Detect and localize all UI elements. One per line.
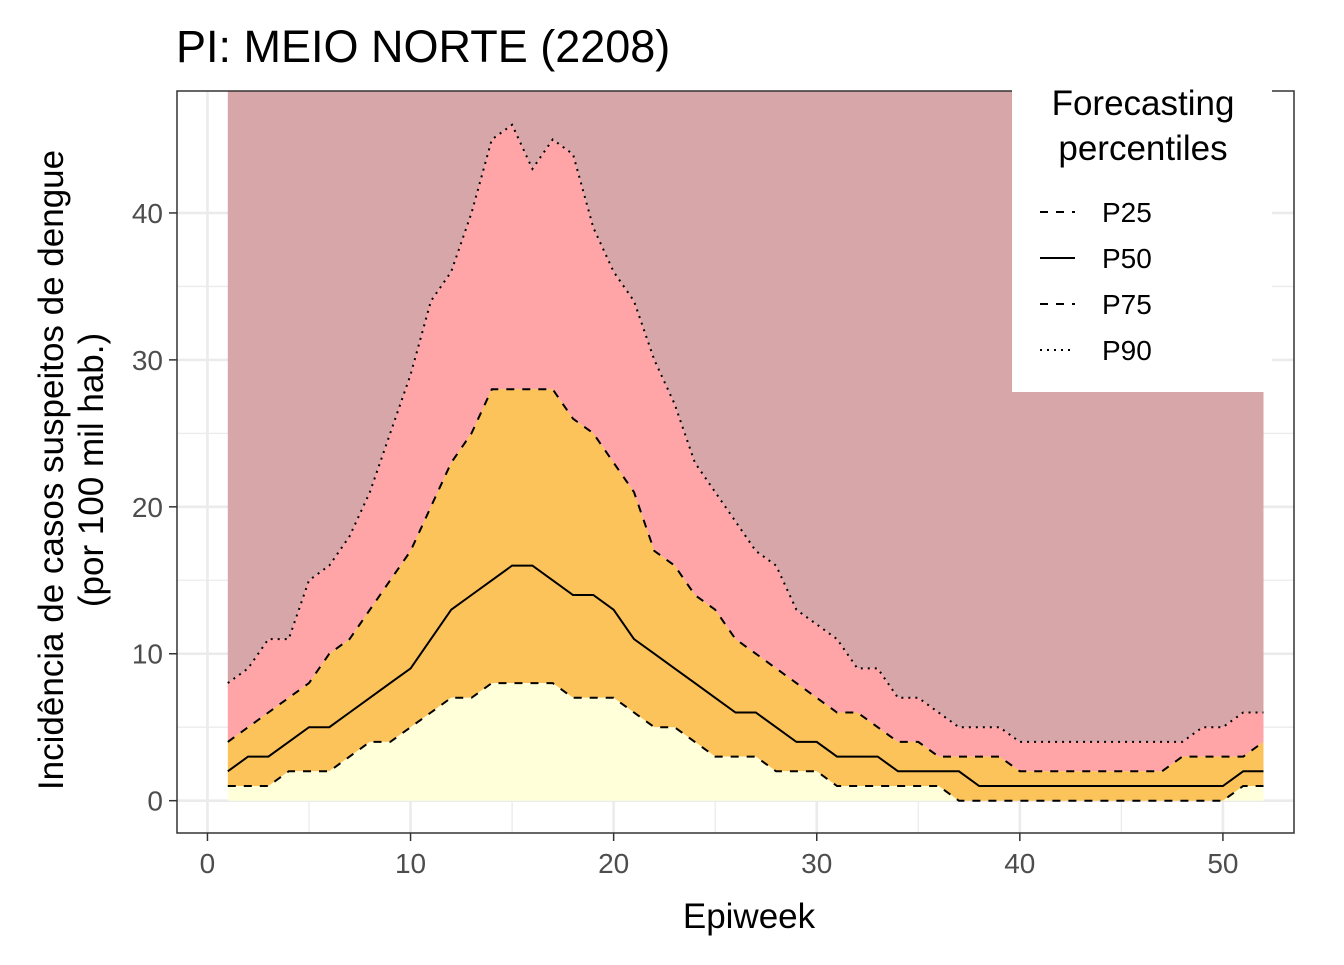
line-p50: [227, 564, 1264, 787]
y-tick-label: 10: [132, 639, 163, 670]
chart-title: PI: MEIO NORTE (2208): [176, 21, 670, 72]
y-tick-label: 0: [147, 786, 163, 817]
x-axis: 0 10 20 30 40 50: [200, 833, 1238, 879]
legend: Forecasting percentiles P25 P50 P75 P90: [1012, 81, 1272, 392]
x-tick-label: 10: [395, 848, 426, 879]
line-p75: [227, 388, 1265, 773]
x-tick-label: 30: [801, 848, 832, 879]
percentile-lines: [227, 123, 1265, 802]
panel-border: [176, 90, 1295, 834]
y-tick-label: 20: [132, 492, 163, 523]
legend-label-p50: P50: [1102, 243, 1152, 274]
legend-label-p25: P25: [1102, 197, 1152, 228]
line-p90: [227, 123, 1264, 743]
band-p75-p90: [227, 124, 1264, 772]
legend-label-p90: P90: [1102, 335, 1152, 366]
y-axis-label-line1: Incidência de casos suspeitos de dengue: [32, 150, 71, 790]
x-axis-label: Epiweek: [683, 897, 816, 936]
y-axis: 0 10 20 30 40: [132, 198, 177, 817]
legend-items: P25 P50 P75 P90: [1040, 197, 1152, 366]
line-p25: [227, 682, 1264, 802]
y-axis-label-line2: (por 100 mil hab.): [72, 333, 111, 607]
y-tick-label: 40: [132, 198, 163, 229]
x-tick-label: 20: [598, 848, 629, 879]
legend-title-line2: percentiles: [1058, 129, 1227, 168]
legend-label-p75: P75: [1102, 289, 1152, 320]
y-tick-label: 30: [132, 345, 163, 376]
x-tick-label: 50: [1207, 848, 1238, 879]
band-p25-p75: [227, 389, 1264, 801]
x-tick-label: 0: [200, 848, 216, 879]
band-below-p25: [227, 683, 1264, 801]
legend-title-line1: Forecasting: [1052, 84, 1235, 123]
percentile-bands: [227, 91, 1264, 801]
x-tick-label: 40: [1004, 848, 1035, 879]
legend-background: [1012, 81, 1272, 392]
band-above-p90: [227, 91, 1264, 742]
